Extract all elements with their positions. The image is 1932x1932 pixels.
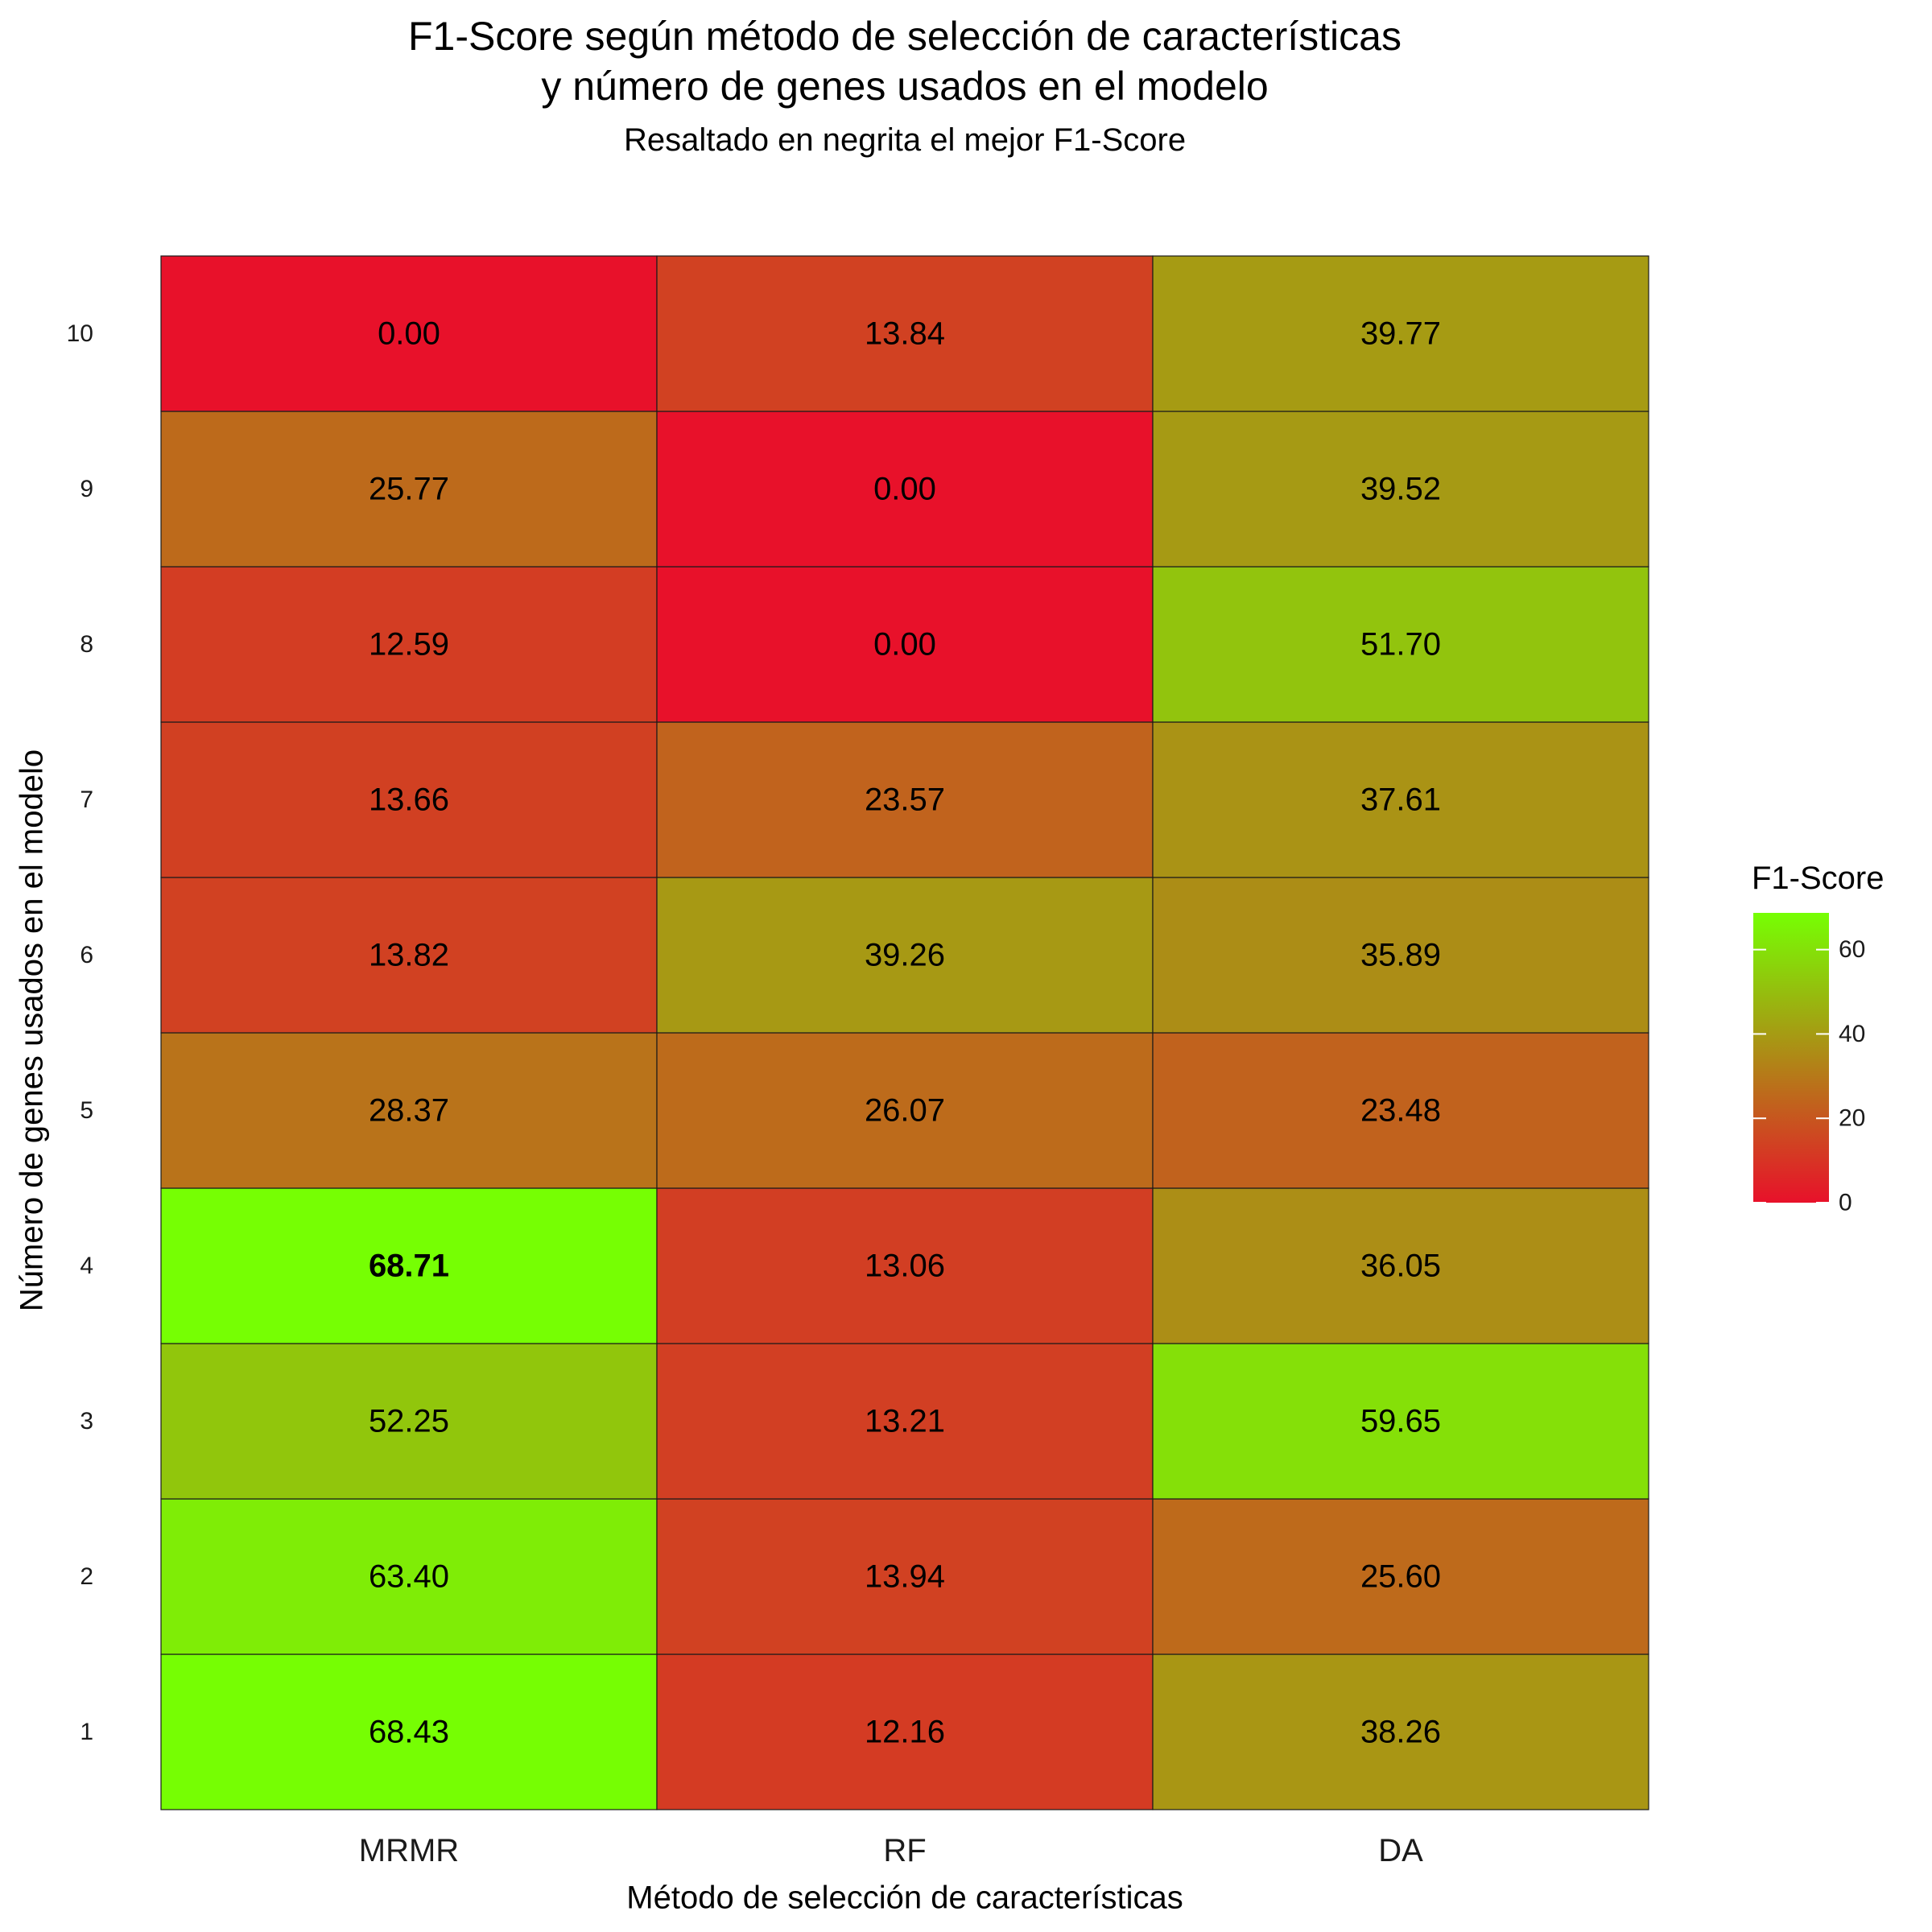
x-tick-label: RF bbox=[883, 1833, 926, 1868]
cell-value-label: 36.05 bbox=[1360, 1249, 1441, 1284]
heatmap-cell bbox=[656, 1187, 1154, 1344]
heatmap-cell bbox=[656, 877, 1154, 1034]
y-tick-label: 1 bbox=[80, 1719, 93, 1745]
y-tick-label: 2 bbox=[80, 1563, 93, 1590]
heatmap-cell bbox=[1152, 566, 1649, 723]
heatmap-cell bbox=[160, 1653, 658, 1810]
heatmap-cell bbox=[1152, 255, 1649, 412]
cell-value-label: 25.77 bbox=[369, 472, 449, 507]
cell-value-label: 0.00 bbox=[873, 627, 936, 663]
cell-value-label: 13.21 bbox=[865, 1404, 945, 1439]
heatmap-cell bbox=[160, 566, 658, 723]
cell-value-label: 39.26 bbox=[865, 938, 945, 973]
cell-value-label: 25.60 bbox=[1360, 1559, 1441, 1595]
cell-value-label: 13.84 bbox=[865, 316, 945, 352]
chart-title-block: F1-Score según método de selección de ca… bbox=[0, 11, 1810, 163]
cell-value-label: 51.70 bbox=[1360, 627, 1441, 663]
y-tick-label: 6 bbox=[80, 942, 93, 968]
cell-value-label: 12.16 bbox=[865, 1715, 945, 1750]
chart-title-line-2: y número de genes usados en el modelo bbox=[541, 64, 1269, 109]
cell-value-label: 0.00 bbox=[873, 472, 936, 507]
heatmap-cell bbox=[160, 411, 658, 568]
cell-value-label: 13.06 bbox=[865, 1249, 945, 1284]
legend-tick-label: 20 bbox=[1839, 1105, 1865, 1132]
x-tick-label: DA bbox=[1378, 1833, 1423, 1868]
y-tick-label: 3 bbox=[80, 1408, 93, 1435]
cell-value-label: 37.61 bbox=[1360, 782, 1441, 818]
heatmap-cell bbox=[1152, 411, 1649, 568]
cell-value-label: 35.89 bbox=[1360, 938, 1441, 973]
heatmap-cell bbox=[1152, 1032, 1649, 1189]
cell-value-label: 39.52 bbox=[1360, 472, 1441, 507]
legend-tick-label: 0 bbox=[1839, 1190, 1852, 1216]
heatmap-cell bbox=[160, 1187, 658, 1344]
heatmap-cell bbox=[656, 411, 1154, 568]
y-tick-label: 5 bbox=[80, 1097, 93, 1124]
y-tick-label: 9 bbox=[80, 476, 93, 502]
legend-title: F1-Score bbox=[1752, 861, 1885, 896]
cell-value-label: 26.07 bbox=[865, 1093, 945, 1129]
x-axis-title: Método de selección de características bbox=[626, 1880, 1183, 1916]
heatmap-cell bbox=[1152, 1653, 1649, 1810]
heatmap-cell bbox=[1152, 721, 1649, 878]
y-tick-label: 4 bbox=[80, 1253, 93, 1279]
heatmap-cell bbox=[160, 721, 658, 878]
cell-value-label: 39.77 bbox=[1360, 316, 1441, 352]
heatmap-cell bbox=[160, 1032, 658, 1189]
cell-value-label: 52.25 bbox=[369, 1404, 449, 1439]
cell-value-label: 38.26 bbox=[1360, 1715, 1441, 1750]
legend-colorbar bbox=[1753, 913, 1829, 1203]
heatmap-cell bbox=[1152, 1343, 1649, 1500]
legend-tick-label: 40 bbox=[1839, 1021, 1865, 1047]
cell-value-label: 63.40 bbox=[369, 1559, 449, 1595]
cell-value-label: 13.66 bbox=[369, 782, 449, 818]
cell-value-label: 59.65 bbox=[1360, 1404, 1441, 1439]
heatmap-cell bbox=[1152, 1498, 1649, 1655]
heatmap-cell bbox=[656, 721, 1154, 878]
heatmap-cell bbox=[160, 255, 658, 412]
y-tick-label: 7 bbox=[80, 786, 93, 813]
heatmap-cell bbox=[160, 1498, 658, 1655]
heatmap-cell bbox=[656, 1032, 1154, 1189]
y-tick-label: 10 bbox=[67, 320, 93, 347]
cell-value-label: 13.82 bbox=[369, 938, 449, 973]
x-tick-label: MRMR bbox=[359, 1833, 459, 1868]
y-tick-label: 8 bbox=[80, 631, 93, 658]
cell-value-label: 23.48 bbox=[1360, 1093, 1441, 1129]
cell-value-label: 13.94 bbox=[865, 1559, 945, 1595]
cell-value-label: 12.59 bbox=[369, 627, 449, 663]
heatmap-cell bbox=[1152, 1187, 1649, 1344]
cell-value-label: 28.37 bbox=[369, 1093, 449, 1129]
cell-value-label: 68.71 bbox=[369, 1249, 449, 1284]
heatmap-cell bbox=[656, 255, 1154, 412]
cell-value-label: 68.43 bbox=[369, 1715, 449, 1750]
cell-value-label: 0.00 bbox=[378, 316, 440, 352]
heatmap-cell bbox=[656, 1498, 1154, 1655]
cell-value-label: 23.57 bbox=[865, 782, 945, 818]
heatmap-cell bbox=[656, 566, 1154, 723]
heatmap-cell bbox=[656, 1343, 1154, 1500]
chart-title-line-1: F1-Score según método de selección de ca… bbox=[408, 14, 1402, 59]
heatmap-cell bbox=[1152, 877, 1649, 1034]
legend-tick-label: 60 bbox=[1839, 936, 1865, 963]
chart-subtitle: Resaltado en negrita el mejor F1-Score bbox=[623, 122, 1187, 158]
